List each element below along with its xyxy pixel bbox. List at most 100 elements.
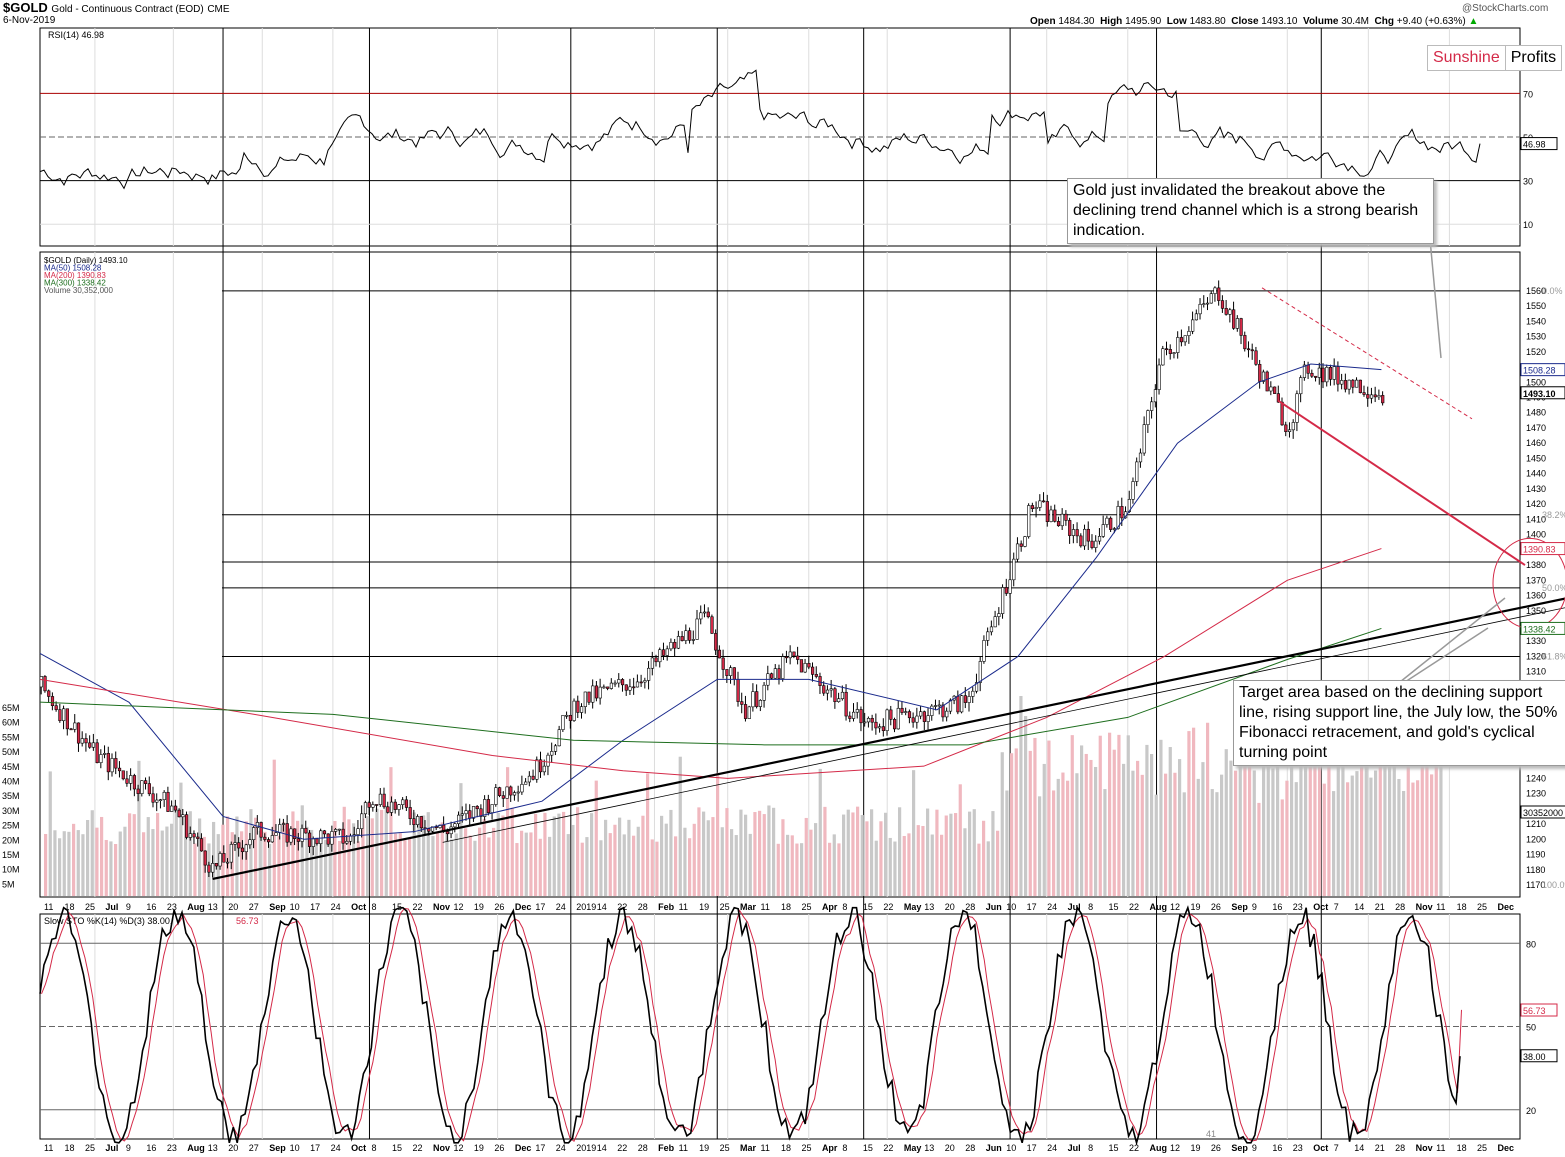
- candle-body: [583, 691, 587, 707]
- x-axis-label-bottom: 15: [392, 1143, 402, 1153]
- volume-bar: [930, 834, 934, 896]
- volume-bar: [996, 830, 1000, 896]
- candle-body: [639, 681, 643, 684]
- x-axis-label: 19: [1190, 902, 1200, 912]
- volume-bar: [482, 818, 486, 896]
- volume-bar: [76, 830, 80, 896]
- candle-body: [1358, 379, 1362, 393]
- x-axis-label: 16: [1272, 902, 1282, 912]
- volume-bar: [1360, 717, 1364, 896]
- candle-body: [833, 688, 837, 703]
- candle-body: [1217, 287, 1221, 301]
- candle-body: [1153, 389, 1158, 403]
- volume-bar: [58, 838, 62, 896]
- candle-body: [1120, 506, 1124, 519]
- candle-body: [1325, 366, 1329, 383]
- volume-bar: [1420, 765, 1424, 896]
- candle-body: [870, 718, 874, 723]
- x-axis-label-bottom: Sep: [269, 1143, 286, 1153]
- volume-bar: [977, 843, 981, 896]
- price-tick: 1310: [1526, 667, 1546, 677]
- volume-bar: [1322, 783, 1326, 896]
- x-axis-label: Sep: [1231, 902, 1248, 912]
- candle-body: [986, 631, 990, 641]
- volume-tick: 50M: [2, 747, 20, 757]
- candle-body: [628, 686, 632, 691]
- candle-body: [1034, 507, 1038, 509]
- x-axis-label: Aug: [1150, 902, 1168, 912]
- volume-bar: [1210, 789, 1214, 896]
- candle-body: [1008, 579, 1012, 594]
- volume-bar: [1047, 740, 1051, 896]
- volume-bar: [898, 807, 902, 896]
- x-axis-label-bottom: 7: [1334, 1143, 1339, 1153]
- volume-bar: [132, 814, 136, 896]
- candle-body: [945, 710, 949, 718]
- x-axis-label-bottom: 27: [249, 1143, 259, 1153]
- volume-bar: [118, 831, 122, 896]
- candle-body: [345, 840, 349, 844]
- volume-bar: [688, 838, 692, 896]
- candle-body: [1142, 424, 1146, 454]
- candle-body: [1015, 543, 1020, 560]
- candle-body: [1019, 543, 1023, 547]
- x-axis-label: 22: [883, 902, 893, 912]
- candle-body: [103, 753, 107, 755]
- candle-body: [1261, 371, 1266, 382]
- candle-body: [527, 775, 532, 783]
- candle-body: [978, 661, 982, 683]
- candle-body: [389, 801, 394, 813]
- candle-body: [76, 722, 81, 744]
- volume-bar: [440, 822, 444, 896]
- volume-bar: [44, 833, 48, 896]
- volume-bar: [375, 808, 379, 896]
- x-axis-label: 24: [331, 902, 341, 912]
- volume-bar: [202, 836, 206, 896]
- candle-body: [535, 759, 539, 780]
- x-axis-label-bottom: Mar: [740, 1143, 757, 1153]
- candle-body: [274, 832, 278, 836]
- candle-body: [382, 793, 386, 808]
- volume-bar: [753, 812, 757, 896]
- volume-bar: [314, 837, 318, 896]
- candle-body: [1381, 395, 1385, 404]
- candle-body: [799, 659, 804, 673]
- volume-bar: [697, 807, 701, 896]
- candle-body: [95, 742, 99, 764]
- candle-body: [1369, 394, 1374, 399]
- volume-bar: [1131, 770, 1135, 896]
- candle-body: [553, 745, 558, 752]
- x-axis-label: 17: [535, 902, 545, 912]
- ma50-line: [39, 363, 1382, 840]
- x-axis-label: 8: [1088, 902, 1093, 912]
- candle-body: [162, 791, 166, 800]
- x-axis-label-bottom: 28: [965, 1143, 975, 1153]
- x-axis-label: Nov: [1416, 902, 1433, 912]
- volume-bar: [1140, 774, 1144, 896]
- x-axis-label-bottom: Jul: [1068, 1143, 1081, 1153]
- candle-body: [788, 651, 792, 659]
- candle-body: [624, 684, 628, 691]
- volume-bar: [795, 843, 799, 896]
- volume-bar: [814, 823, 818, 896]
- candle-body: [371, 804, 375, 808]
- volume-bar: [1000, 752, 1004, 896]
- candle-body: [1336, 366, 1340, 385]
- volume-bar: [1042, 763, 1046, 896]
- candle-body: [155, 799, 159, 803]
- price-badge-box: [1520, 621, 1565, 635]
- volume-bar: [417, 823, 421, 896]
- candle-body: [214, 863, 219, 867]
- candle-body: [606, 686, 610, 689]
- x-axis-label-bottom: Jul: [105, 1143, 118, 1153]
- price-badge: 1338.42: [1523, 624, 1556, 634]
- volume-bar: [1010, 753, 1014, 896]
- candle-body: [1314, 375, 1318, 378]
- candle-body: [136, 788, 140, 794]
- candle-body: [80, 738, 84, 744]
- candle-body: [319, 830, 323, 844]
- candle-body: [665, 648, 669, 656]
- candle-body: [848, 715, 852, 719]
- volume-bar: [1336, 733, 1340, 896]
